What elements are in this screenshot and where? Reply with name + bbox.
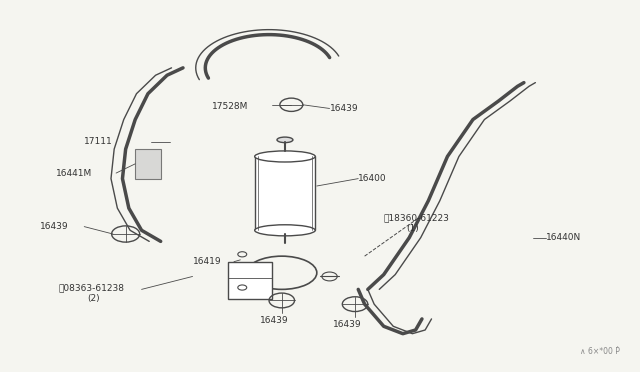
Text: 16400: 16400: [358, 174, 387, 183]
Text: 16419: 16419: [193, 257, 221, 266]
Text: ∧ 6×*00 Ṗ: ∧ 6×*00 Ṗ: [580, 347, 620, 356]
Text: 16439: 16439: [330, 104, 359, 113]
Text: 17111: 17111: [84, 137, 113, 146]
Text: 16439: 16439: [259, 316, 288, 325]
Ellipse shape: [277, 137, 293, 142]
Bar: [135, 149, 161, 179]
Text: 16439: 16439: [40, 222, 68, 231]
Text: Ⓜ08363-61238: Ⓜ08363-61238: [59, 283, 125, 292]
Text: 17528M: 17528M: [212, 102, 248, 111]
Text: (2): (2): [88, 294, 100, 303]
Text: 16441M: 16441M: [56, 169, 92, 177]
Ellipse shape: [255, 151, 316, 162]
Ellipse shape: [255, 225, 316, 236]
Text: Ⓜ18360-61223: Ⓜ18360-61223: [384, 213, 449, 222]
Text: (1): (1): [406, 224, 419, 233]
Bar: [228, 262, 272, 299]
Text: 16440N: 16440N: [546, 233, 582, 242]
Bar: [255, 157, 316, 230]
Text: 16439: 16439: [333, 320, 362, 329]
